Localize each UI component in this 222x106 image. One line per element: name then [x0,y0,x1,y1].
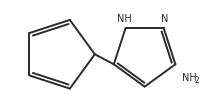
Text: NH: NH [117,14,132,24]
Text: NH: NH [182,73,196,83]
Text: N: N [161,14,168,24]
Text: 2: 2 [195,76,199,85]
